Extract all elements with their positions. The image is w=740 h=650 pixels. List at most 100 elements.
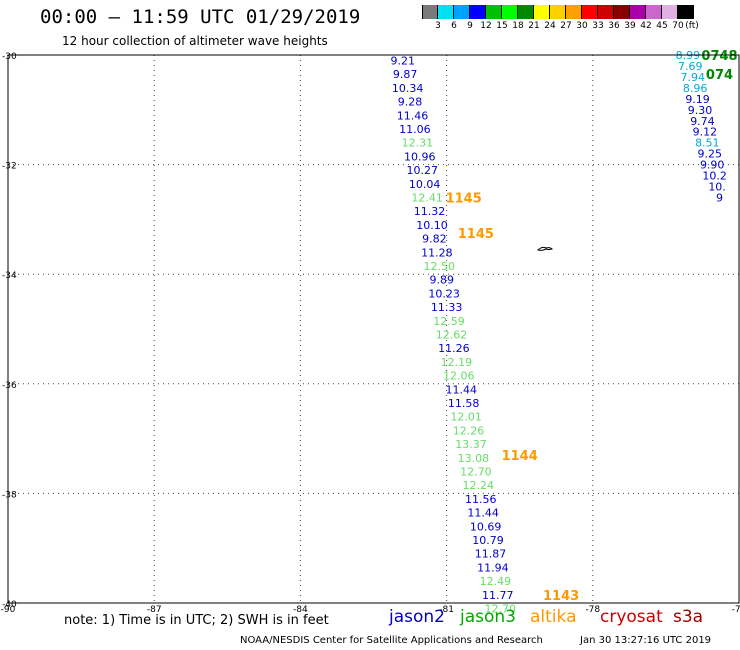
swh-value: 12.49 [480,575,512,588]
swh-value: 12.41 [411,191,443,204]
swh-value: 9.87 [393,68,418,81]
swh-value: 10. [708,181,726,194]
swh-value: 10.69 [470,520,502,533]
swh-value: 12.62 [436,328,468,341]
swh-value: 9.89 [429,274,454,287]
color-scale-label: 27 [560,21,572,31]
legend-jason2: jason2 [389,607,445,627]
swh-value: 9.21 [390,54,415,67]
swh-value: 12.70 [484,602,516,615]
swh-value: 11.32 [414,205,446,218]
swh-value: 9.28 [398,96,423,109]
color-scale-cell [598,5,614,19]
color-scale-label: 30 [576,21,588,31]
color-scale-cell [566,5,582,19]
color-scale-cell [438,5,454,19]
color-scale-label: 12 [480,21,492,31]
swh-value: 10.79 [472,534,504,547]
color-scale-cell [550,5,566,19]
swh-value: 9.30 [688,104,713,117]
swh-value: 11.87 [475,548,507,561]
lat-label: -32 [2,162,17,172]
swh-value: 9.12 [693,126,718,139]
swh-value: 10.04 [409,178,441,191]
swh-value: 11.58 [448,397,480,410]
color-scale-unit: (ft) [685,21,699,31]
plot-frame [7,54,740,604]
axis-labels: -30 -32 -34 -36 -38 -40-90 -87 -84 -81 -78 -75 [1,52,740,615]
swh-value: 12.06 [443,370,475,383]
color-scale-label: 70 [672,21,684,31]
swh-value: 9.19 [685,93,710,106]
time-label: 1144 [502,449,538,464]
swh-value: 8.96 [683,82,708,95]
lat-label: -40 [2,600,17,610]
color-scale-label: 24 [544,21,556,31]
swh-value: 10.34 [392,82,424,95]
swh-value: 11.77 [482,589,514,602]
timestamp-text: Jan 30 13:27:16 UTC 2019 [580,635,712,646]
time-label: 1145 [446,191,482,206]
swh-value: 11.28 [421,246,453,259]
swh-value: 11.56 [465,493,497,506]
color-scale-cell [470,5,486,19]
color-scale-cell [502,5,518,19]
swh-value: 9.90 [700,159,725,172]
swh-value: 12.19 [441,356,473,369]
color-scale-label: 33 [592,21,604,31]
swh-value: 10.10 [416,219,448,232]
color-scale-cell [678,5,694,19]
color-scale-label: 45 [656,21,668,31]
lat-label: -30 [2,52,17,62]
color-scale-cell [630,5,646,19]
color-scale-label: 18 [512,21,524,31]
swh-value: 10.96 [404,150,436,163]
lon-label: -75 [732,605,740,615]
lon-label: -81 [439,605,454,615]
lat-label: -34 [2,271,17,281]
time-labels: 1145 1145 1144 1143 0748 074 [446,49,738,604]
color-scale-label: 36 [608,21,620,31]
color-scale-cell [582,5,598,19]
page-subtitle: 12 hour collection of altimeter wave hei… [62,34,328,48]
color-scale-label: 21 [528,21,540,31]
page-title: 00:00 – 11:59 UTC 01/29/2019 [40,6,361,28]
time-label: 0748 [701,49,737,64]
lat-label: -38 [2,490,17,500]
lon-label: -84 [293,605,308,615]
color-scale-cell [454,5,470,19]
swh-value: 11.44 [445,383,477,396]
legend-s3a: s3a [673,607,704,627]
grid-lines [7,54,740,604]
swh-value: 13.37 [455,438,487,451]
swh-value: 7.94 [680,71,705,84]
swh-value: 10.27 [406,164,438,177]
swh-value: 10.23 [428,287,460,300]
swh-value: 12.50 [424,260,456,273]
swh-value: 11.06 [399,123,431,136]
swh-value: 11.33 [431,301,463,314]
color-scale-cell [486,5,502,19]
swh-value: 11.94 [477,561,509,574]
lon-label: -90 [1,605,16,615]
swh-value: 8.51 [695,137,720,150]
time-label: 1145 [458,227,494,242]
swh-value: 7.69 [678,60,703,73]
coastline-island [537,246,553,251]
legend-jason3: jason3 [460,607,516,627]
lat-label: -36 [2,381,17,391]
color-scale-cell [422,5,438,19]
swh-value: 10.2 [702,170,727,183]
color-scale-bar [422,5,694,19]
swh-value: 13.08 [458,452,490,465]
legend-altika: altika [530,607,577,627]
track-values: 9.219.8710.349.2811.4611.0612.3110.9610.… [390,49,726,615]
swh-value: 12.24 [463,479,495,492]
time-label: 074 [706,68,733,83]
color-scale-label: 3 [435,21,441,31]
swh-value: 12.01 [450,411,482,424]
color-scale-label: 9 [467,21,473,31]
color-scale-cell [646,5,662,19]
